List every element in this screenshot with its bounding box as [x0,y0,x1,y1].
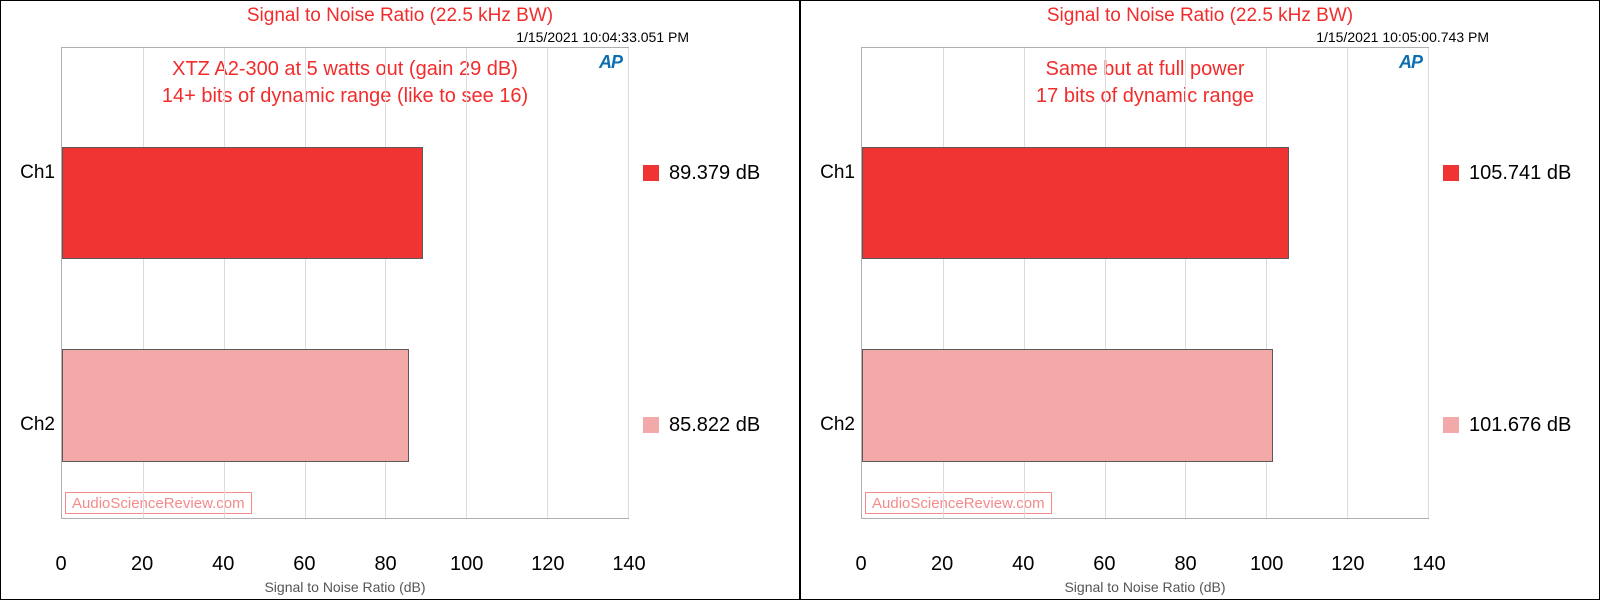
x-tick: 120 [531,553,564,576]
chart-panel-left: Signal to Noise Ratio (22.5 kHz BW) 1/15… [0,0,800,600]
x-tick: 80 [1174,553,1196,576]
legend-item-ch2: 101.676 dB [1443,414,1589,437]
chart-title: Signal to Noise Ratio (22.5 kHz BW) [801,1,1599,29]
x-axis-ticks: 020406080100120140 [61,551,629,579]
legend-item-ch2: 85.822 dB [643,414,789,437]
x-axis-ticks: 020406080100120140 [861,551,1429,579]
x-axis-label: Signal to Noise Ratio (dB) [861,579,1429,599]
x-tick: 60 [1093,553,1115,576]
bar-ch2 [862,349,1273,462]
x-tick: 140 [612,553,645,576]
annotation-text: Same but at full power 17 bits of dynami… [862,56,1428,110]
plot-wrap: Ch1 Ch2 AP Same but at full power 17 bit… [801,47,1599,551]
x-tick: 0 [55,553,66,576]
annotation-line: 14+ bits of dynamic range (like to see 1… [62,83,628,110]
y-label-ch2: Ch2 [820,414,855,436]
annotation-line: XTZ A2-300 at 5 watts out (gain 29 dB) [62,56,628,83]
x-tick: 40 [212,553,234,576]
annotation-line: Same but at full power [862,56,1428,83]
plot-wrap: Ch1 Ch2 AP XTZ A2-300 at 5 watts out (ga… [1,47,799,551]
x-tick: 80 [374,553,396,576]
legend-swatch-icon [1443,417,1459,433]
x-tick: 140 [1412,553,1445,576]
y-axis-labels: Ch1 Ch2 [809,47,861,551]
timestamp: 1/15/2021 10:04:33.051 PM [1,29,799,47]
x-tick: 60 [293,553,315,576]
x-tick: 40 [1012,553,1034,576]
annotation-text: XTZ A2-300 at 5 watts out (gain 29 dB) 1… [62,56,628,110]
x-tick: 20 [131,553,153,576]
legend-value: 89.379 dB [669,162,760,185]
x-axis-label: Signal to Noise Ratio (dB) [61,579,629,599]
bar-ch1 [862,147,1289,260]
bar-ch2 [62,349,409,462]
legend-swatch-icon [643,417,659,433]
grid-line [628,48,629,518]
x-tick: 100 [450,553,483,576]
y-label-ch1: Ch1 [820,162,855,184]
bar-ch1 [62,147,423,260]
x-tick: 0 [855,553,866,576]
legend-value: 101.676 dB [1469,414,1571,437]
legend: 105.741 dB 101.676 dB [1429,47,1589,551]
plot-area: AP Same but at full power 17 bits of dyn… [861,47,1429,519]
y-label-ch1: Ch1 [20,162,55,184]
grid-line [466,48,467,518]
timestamp: 1/15/2021 10:05:00.743 PM [801,29,1599,47]
annotation-line: 17 bits of dynamic range [862,83,1428,110]
chart-title: Signal to Noise Ratio (22.5 kHz BW) [1,1,799,29]
grid-line [1428,48,1429,518]
grid-line [1347,48,1348,518]
legend-value: 85.822 dB [669,414,760,437]
legend-value: 105.741 dB [1469,162,1571,185]
plot-area: AP XTZ A2-300 at 5 watts out (gain 29 dB… [61,47,629,519]
x-tick: 120 [1331,553,1364,576]
x-tick: 20 [931,553,953,576]
y-axis-labels: Ch1 Ch2 [9,47,61,551]
y-label-ch2: Ch2 [20,414,55,436]
chart-panel-right: Signal to Noise Ratio (22.5 kHz BW) 1/15… [800,0,1600,600]
legend-swatch-icon [1443,165,1459,181]
x-tick: 100 [1250,553,1283,576]
legend-item-ch1: 105.741 dB [1443,162,1589,185]
legend: 89.379 dB 85.822 dB [629,47,789,551]
legend-item-ch1: 89.379 dB [643,162,789,185]
grid-line [547,48,548,518]
legend-swatch-icon [643,165,659,181]
